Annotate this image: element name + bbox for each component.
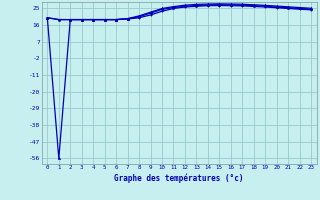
X-axis label: Graphe des températures (°c): Graphe des températures (°c) xyxy=(115,173,244,183)
